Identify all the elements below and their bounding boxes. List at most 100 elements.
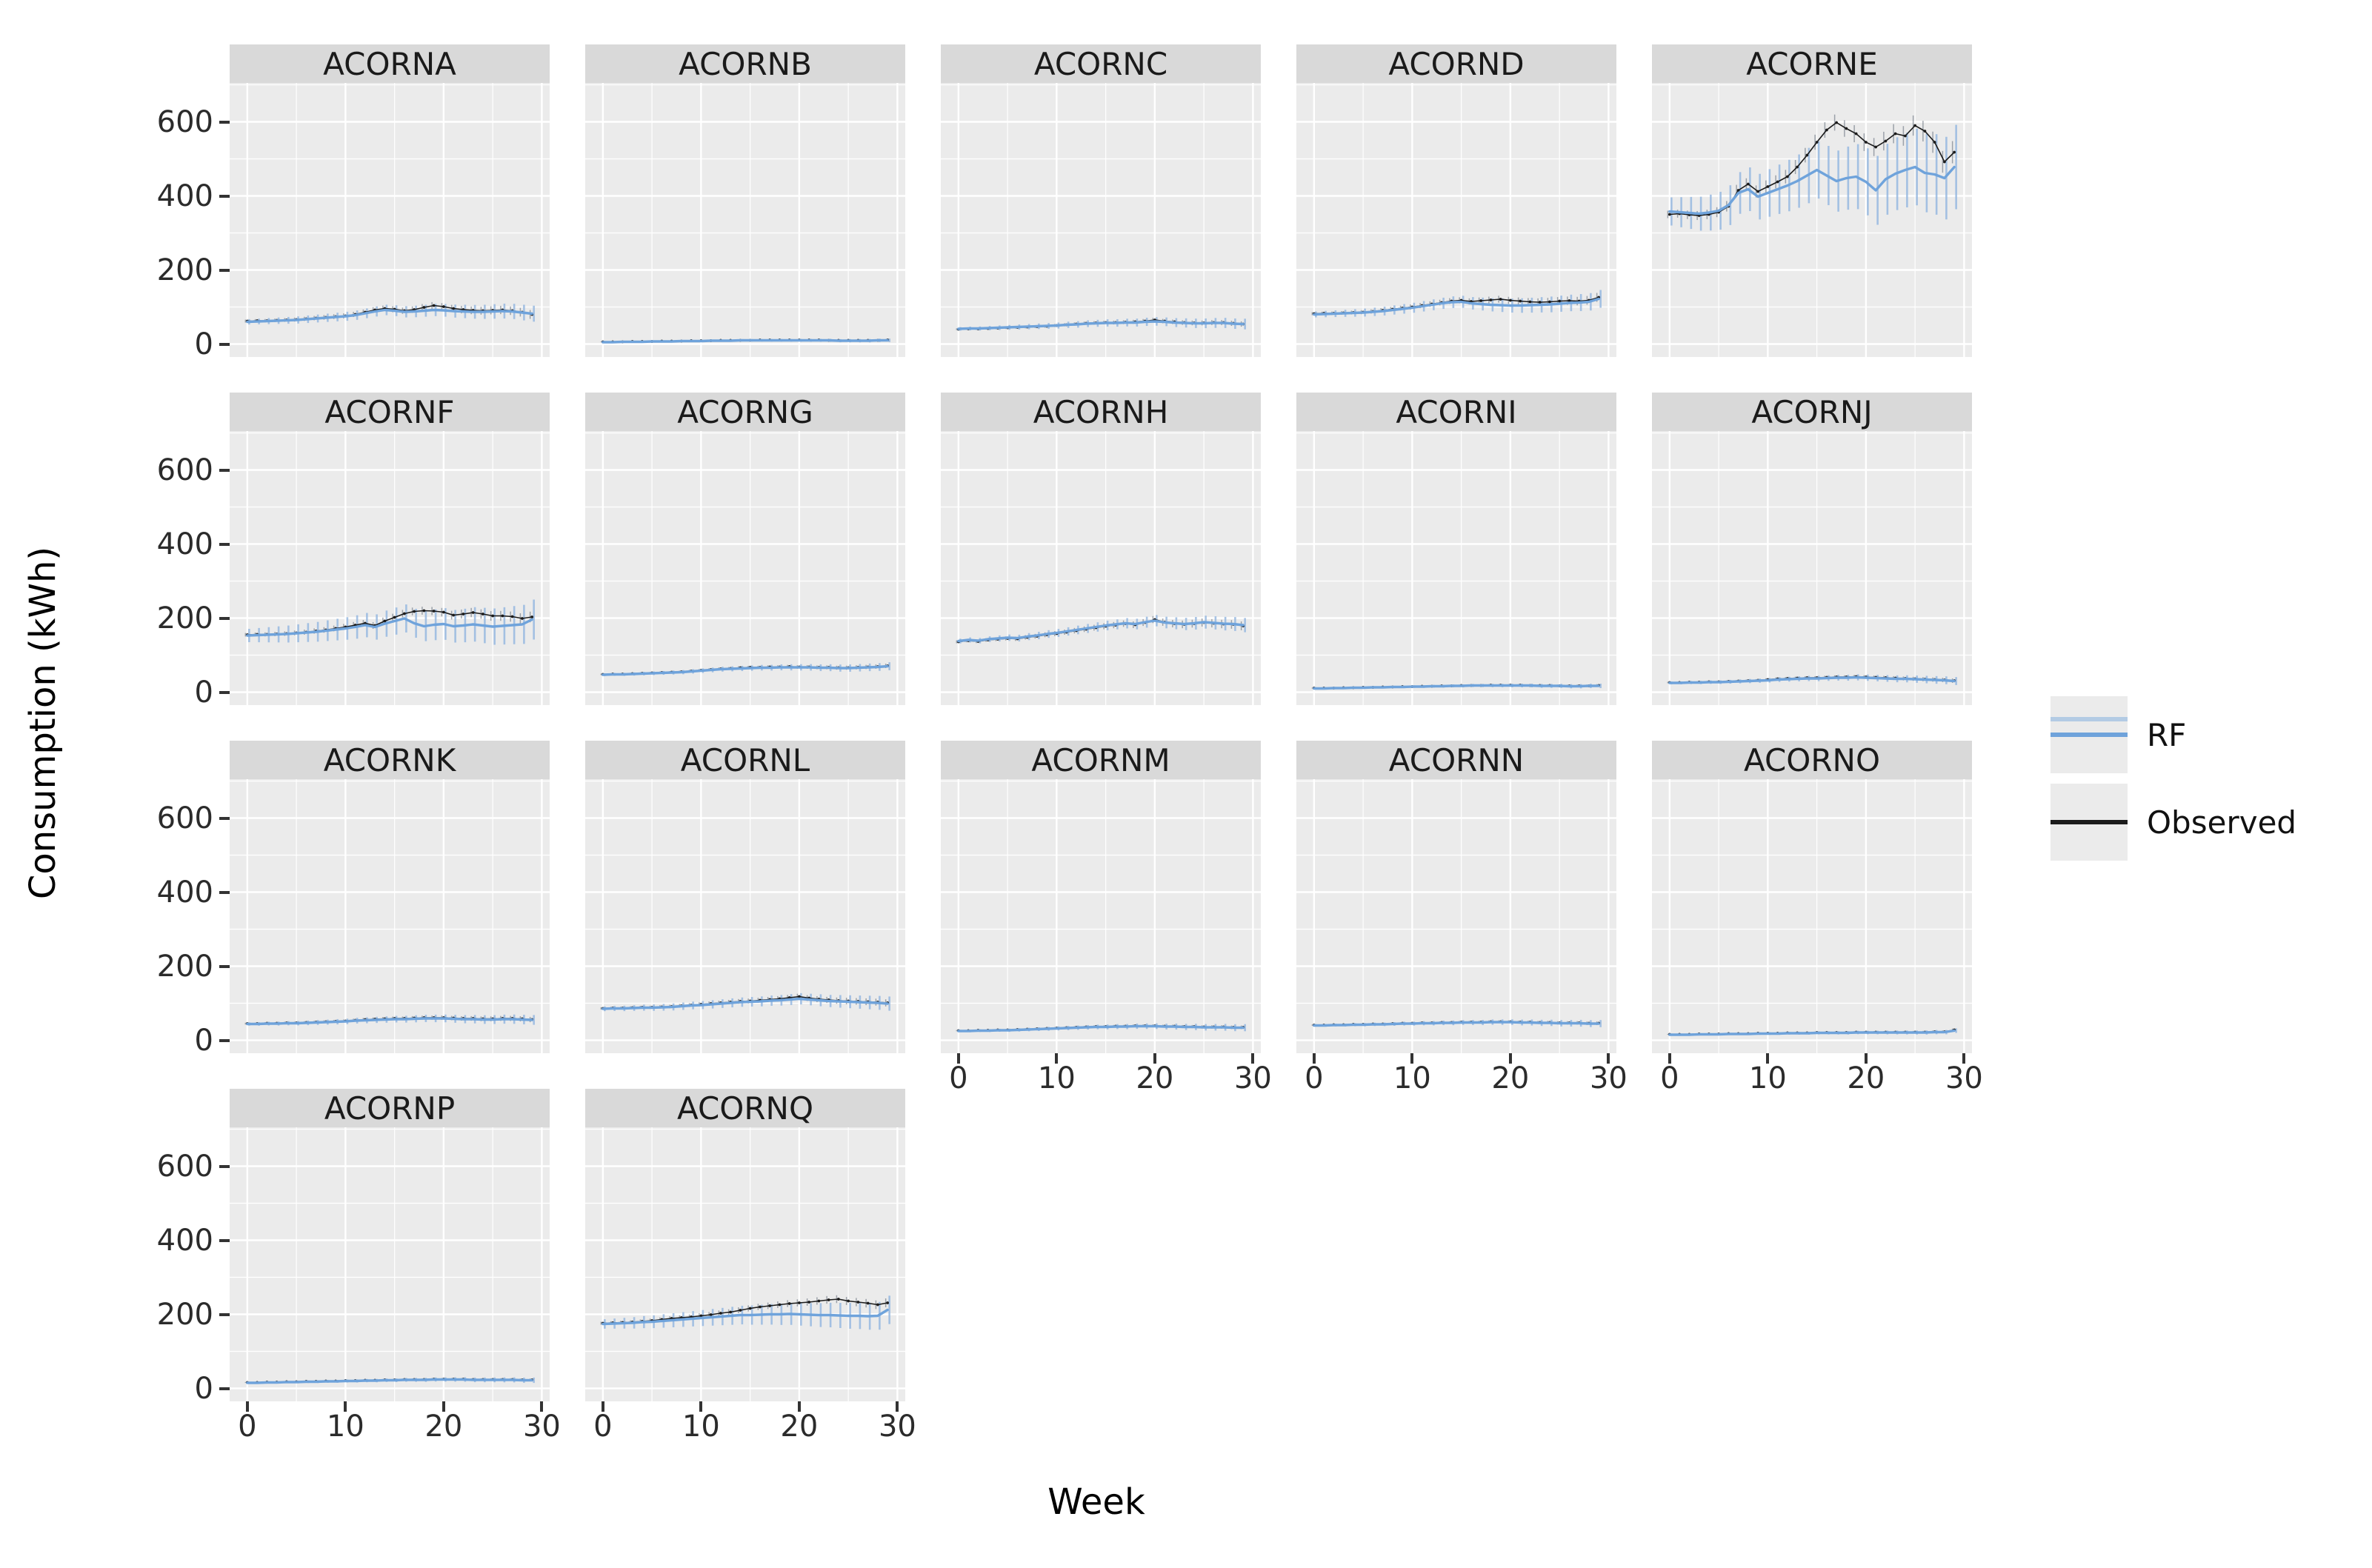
x-tick-mark xyxy=(1312,1053,1316,1064)
facet-plot xyxy=(941,779,1261,1053)
y-tick-mark xyxy=(219,1164,230,1168)
x-tick-label: 10 xyxy=(682,1409,720,1444)
x-tick-label: 0 xyxy=(238,1409,257,1444)
x-tick-label: 0 xyxy=(949,1061,968,1095)
x-tick-label: 30 xyxy=(522,1409,561,1444)
x-tick-mark xyxy=(1864,1053,1868,1064)
y-tick-mark xyxy=(219,468,230,472)
x-tick-mark xyxy=(797,1401,801,1412)
y-tick-label: 600 xyxy=(156,104,213,139)
x-tick-label: 0 xyxy=(593,1409,613,1444)
facet-plot xyxy=(230,431,550,705)
facet-panel-acorni: ACORNI xyxy=(1296,393,1616,705)
facet-panel-acornj: ACORNJ xyxy=(1652,393,1972,705)
facet-label: ACORNQ xyxy=(676,1090,814,1127)
x-tick-label: 20 xyxy=(1847,1061,1885,1095)
y-tick-label: 400 xyxy=(156,875,213,910)
facet-plot xyxy=(941,431,1261,705)
y-tick-label: 400 xyxy=(156,527,213,561)
facet-grid: ACORNA 0 200 400 600 ACORNB ACORNC ACORND ACORNE… xyxy=(157,44,1983,1441)
y-tick-label: 200 xyxy=(156,253,213,287)
facet-plot xyxy=(585,1127,905,1401)
y-axis-title: Consumption (kWh) xyxy=(22,546,64,900)
x-tick-mark xyxy=(601,1401,604,1412)
facet-panel-acornn: ACORNN 0 10 20 30 xyxy=(1296,741,1628,1093)
x-tick-label: 10 xyxy=(1393,1061,1431,1095)
facet-label: ACORNI xyxy=(1396,393,1517,430)
facet-strip: ACORNG xyxy=(585,393,905,431)
facet-label: ACORNB xyxy=(679,45,812,82)
facet-plot xyxy=(941,83,1261,357)
facet-label: ACORNN xyxy=(1388,741,1525,778)
facet-strip: ACORNL xyxy=(585,741,905,779)
y-tick-label: 400 xyxy=(156,1223,213,1258)
facet-label: ACORNL xyxy=(680,741,810,778)
facet-strip: ACORNJ xyxy=(1652,393,1972,431)
facet-panel-acornq: ACORNQ 0 10 20 30 xyxy=(585,1089,916,1441)
y-tick-label: 0 xyxy=(194,327,213,361)
facet-label: ACORNP xyxy=(324,1090,456,1127)
legend-key-observed xyxy=(2050,784,2128,861)
facet-plot xyxy=(585,779,905,1053)
facet-panel-acornl: ACORNL xyxy=(585,741,905,1053)
facet-label: ACORND xyxy=(1388,45,1525,82)
facet-panel-acorna: ACORNA 0 200 400 600 xyxy=(157,44,550,359)
y-tick-mark xyxy=(219,1238,230,1242)
facet-strip: ACORNA xyxy=(230,44,550,83)
facet-panel-acornf: ACORNF 0 200 400 600 xyxy=(157,393,550,707)
y-tick-mark xyxy=(219,1387,230,1390)
x-tick-label: 20 xyxy=(1136,1061,1174,1095)
y-tick-label: 0 xyxy=(194,675,213,710)
facet-strip: ACORNB xyxy=(585,44,905,83)
y-tick-mark xyxy=(219,542,230,546)
facet-plot xyxy=(585,431,905,705)
facet-plot xyxy=(1296,779,1616,1053)
x-tick-label: 30 xyxy=(1233,1061,1272,1095)
facet-label: ACORNA xyxy=(323,45,456,82)
x-tick-label: 20 xyxy=(1491,1061,1530,1095)
x-tick-mark xyxy=(699,1401,703,1412)
x-tick-mark xyxy=(245,1401,249,1412)
facet-strip: ACORNC xyxy=(941,44,1261,83)
x-tick-mark xyxy=(896,1401,899,1412)
facet-panel-acornk: ACORNK 0 200 400 600 xyxy=(157,741,550,1055)
x-tick-mark xyxy=(1508,1053,1512,1064)
x-tick-label: 10 xyxy=(1037,1061,1076,1095)
x-tick-label: 0 xyxy=(1660,1061,1679,1095)
facet-plot xyxy=(1296,83,1616,357)
y-tick-mark xyxy=(219,690,230,694)
y-tick-mark xyxy=(219,120,230,124)
facet-label: ACORNG xyxy=(677,393,813,430)
y-tick-mark xyxy=(219,1312,230,1316)
x-tick-mark xyxy=(1055,1053,1059,1064)
facet-panel-acornp: ACORNP 0 200 400 600 0 10 20 30 xyxy=(157,1089,561,1441)
x-tick-mark xyxy=(1607,1053,1610,1064)
facet-plot xyxy=(1652,83,1972,357)
facet-plot xyxy=(585,83,905,357)
facet-strip: ACORNF xyxy=(230,393,550,431)
facet-panel-acorng: ACORNG xyxy=(585,393,905,705)
facet-label: ACORNK xyxy=(323,741,456,778)
facet-strip: ACORNK xyxy=(230,741,550,779)
facet-plot xyxy=(230,779,550,1053)
y-tick-label: 200 xyxy=(156,949,213,984)
x-tick-label: 10 xyxy=(326,1409,364,1444)
x-tick-mark xyxy=(540,1401,544,1412)
x-tick-mark xyxy=(442,1401,445,1412)
x-axis-title: Week xyxy=(1047,1481,1145,1523)
y-tick-label: 600 xyxy=(156,801,213,835)
facet-panel-acornd: ACORND xyxy=(1296,44,1616,357)
x-tick-label: 0 xyxy=(1305,1061,1324,1095)
y-tick-mark xyxy=(219,816,230,820)
facet-strip: ACORNH xyxy=(941,393,1261,431)
rf-line-swatch xyxy=(2050,733,2128,737)
facet-strip: ACORNN xyxy=(1296,741,1616,779)
y-tick-label: 0 xyxy=(194,1371,213,1406)
x-tick-mark xyxy=(1251,1053,1255,1064)
legend-key-rf xyxy=(2050,696,2128,773)
facet-strip: ACORND xyxy=(1296,44,1616,83)
facet-strip: ACORNI xyxy=(1296,393,1616,431)
legend-item-rf: RF xyxy=(2050,696,2296,773)
facet-plot xyxy=(230,1127,550,1401)
y-tick-label: 0 xyxy=(194,1023,213,1058)
